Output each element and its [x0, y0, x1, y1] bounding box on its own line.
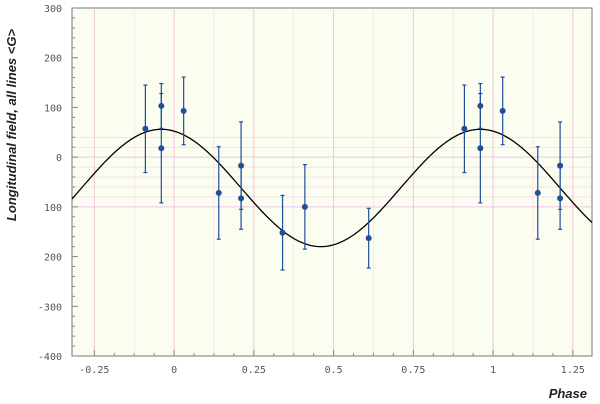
plot-area: [71, 7, 593, 357]
data-point: [238, 195, 245, 202]
x-tick-label: 0: [171, 365, 177, 376]
y-tick-label: 100: [44, 103, 62, 114]
fit-curve: [71, 128, 593, 248]
data-point: [557, 195, 564, 202]
grid: [72, 8, 592, 356]
data-point: [142, 125, 149, 132]
data-point: [365, 235, 372, 242]
data-point: [534, 189, 541, 196]
y-tick-label: 100: [44, 203, 62, 214]
x-tick-label: 1: [490, 365, 496, 376]
data-point: [215, 189, 222, 196]
y-tick-label: 200: [44, 253, 62, 264]
fit-curve-group: [71, 128, 593, 248]
y-tick-label: 0: [56, 153, 62, 164]
data-point: [301, 203, 308, 210]
y-tick-label: 200: [44, 54, 62, 65]
data-point: [477, 145, 484, 152]
x-tick-label: 0.75: [401, 365, 425, 376]
y-tick-label: 300: [44, 4, 62, 15]
data-point: [180, 107, 187, 114]
x-axis-title: Phase: [549, 386, 587, 401]
tick-labels: 300 200 100 0 100 200 -300 -400 -0.25 0 0.25 0.5 0.7…: [38, 4, 585, 376]
x-tick-label: 1.25: [561, 365, 585, 376]
data-point: [279, 229, 286, 236]
data-point: [461, 125, 468, 132]
x-tick-label: 0.25: [242, 365, 266, 376]
x-tick-label: -0.25: [79, 365, 109, 376]
x-tick-label: 0.5: [325, 365, 343, 376]
data-points: [142, 76, 564, 271]
data-point: [158, 145, 165, 152]
y-axis-title: Longitudinal field, all lines <G>: [4, 29, 19, 222]
y-tick-label: -400: [38, 352, 62, 363]
data-point: [499, 107, 506, 114]
y-tick-label: -300: [38, 302, 62, 313]
